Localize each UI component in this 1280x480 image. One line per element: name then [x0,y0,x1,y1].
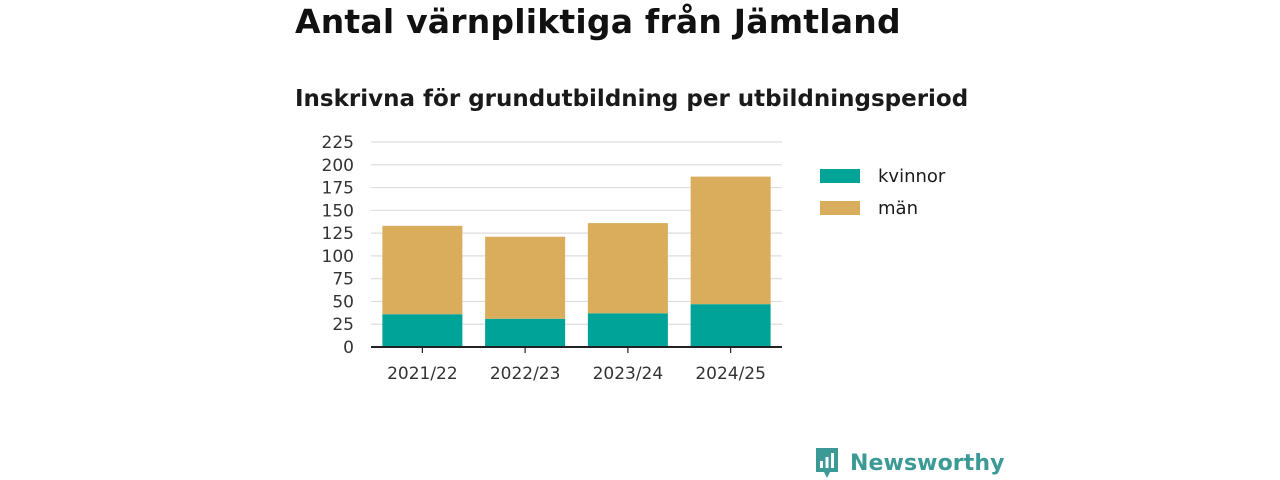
y-tick-label: 100 [322,247,354,267]
bar-man-2021-22 [382,225,463,315]
legend-label-kvinnor: kvinnor [878,165,946,187]
x-tick-label: 2021/22 [387,364,458,384]
y-tick-label: 75 [332,270,354,290]
x-tick-label: 2024/25 [695,364,766,384]
y-tick-label: 0 [343,338,354,358]
bar-kvinnor-2024-25 [690,304,771,347]
x-tick-label: 2022/23 [490,364,561,384]
legend-label-man: män [878,197,918,219]
bar-kvinnor-2022-23 [485,318,566,347]
y-tick-label: 225 [322,133,354,153]
y-tick-label: 25 [332,315,354,335]
legend: kvinnor män [820,160,945,224]
legend-swatch-man [820,201,860,215]
bar-man-2023-24 [587,223,668,314]
legend-item-kvinnor: kvinnor [820,160,945,192]
bar-kvinnor-2023-24 [587,313,668,347]
x-axis [371,346,782,353]
brand-logo[interactable]: Newsworthy [814,446,1005,480]
brand-name: Newsworthy [850,450,1005,476]
legend-item-man: män [820,192,945,224]
y-tick-label: 150 [322,201,354,221]
chart-subtitle: Inskrivna för grundutbildning per utbild… [295,86,969,112]
bars [382,176,771,347]
y-tick-label: 50 [332,292,354,312]
bar-man-2024-25 [690,176,771,305]
y-tick-label: 175 [322,179,354,199]
newsworthy-logo-icon [816,448,838,478]
x-axis-tick-labels: 2021/22 2022/23 2023/24 2024/25 [387,364,766,384]
chart-title: Antal värnpliktiga från Jämtland [295,2,901,41]
bar-man-2022-23 [485,236,566,319]
y-tick-label: 200 [322,156,354,176]
bar-kvinnor-2021-22 [382,314,463,347]
x-tick-label: 2023/24 [593,364,664,384]
legend-swatch-kvinnor [820,169,860,183]
y-tick-label: 125 [322,224,354,244]
